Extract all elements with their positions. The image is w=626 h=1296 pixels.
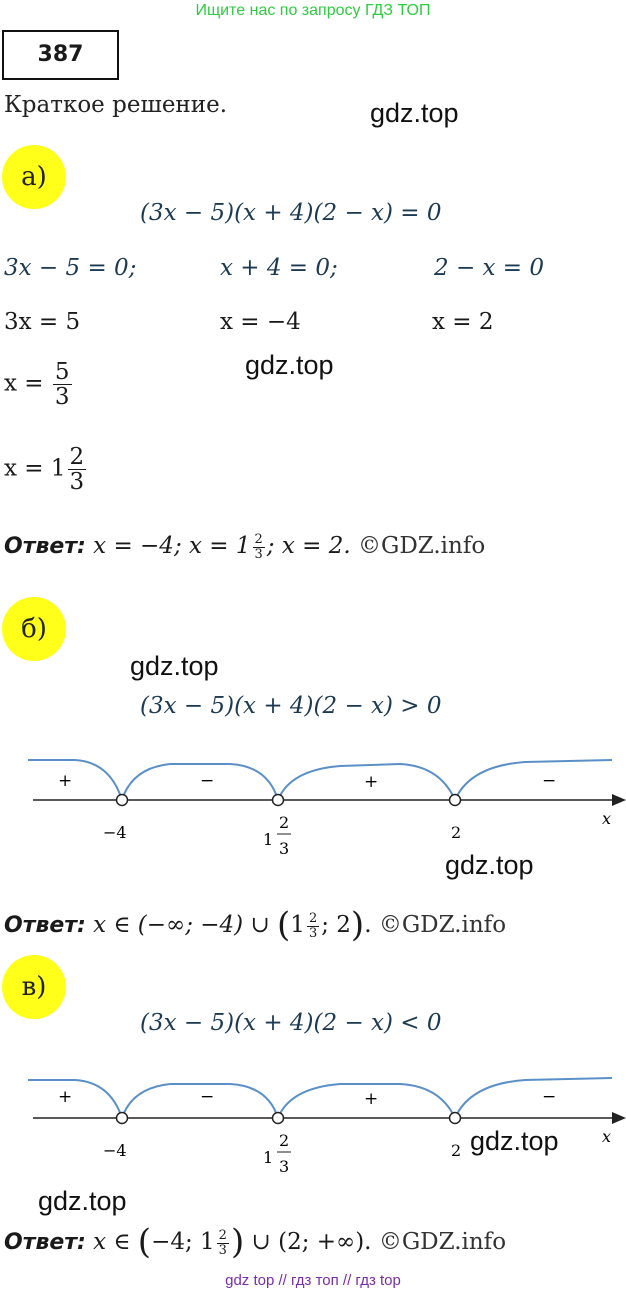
tick-1-num: 2 (279, 1131, 289, 1150)
number-line-b: + − + − −4 2 x 1 2 3 (28, 759, 626, 858)
eq-3x-equals-5: 3x = 5 (4, 309, 81, 335)
axis-arrow (612, 794, 626, 806)
part-c-label: в) (2, 955, 66, 1019)
part-a-label: а) (2, 145, 66, 209)
sign-3: + (364, 772, 378, 792)
part-b-answer: Ответ: x ∈ (−∞; −4) ∪ (1 2 3; 2). ©GDZ.inf… (4, 905, 507, 945)
tick-1-num: 2 (279, 813, 289, 832)
number-line-c: + − + − −4 2 x 1 2 3 (28, 1077, 626, 1176)
sign-2: − (200, 771, 214, 791)
point-1-2-3 (271, 1111, 285, 1125)
point-minus4 (115, 793, 129, 807)
part-c-inequality: (3x − 5)(x + 4)(2 − x) < 0 (140, 1010, 442, 1036)
tick-minus4: −4 (103, 823, 127, 842)
eq-3x-5: 3x − 5 = 0; (4, 255, 137, 281)
sign-1: + (58, 1087, 72, 1107)
tick-1-whole: 1 (263, 830, 273, 849)
tick-1-den: 3 (279, 1157, 289, 1176)
tick-minus4: −4 (103, 1141, 127, 1160)
eq-x-equals-2: x = 2 (432, 309, 494, 335)
problem-number: 387 (2, 30, 119, 80)
part-a-equation: (3x − 5)(x + 4)(2 − x) = 0 (140, 200, 442, 226)
eq-x-equals-minus4: x = −4 (220, 309, 301, 335)
bottom-banner[interactable]: gdz top // гдз топ // гдз top (225, 1272, 401, 1289)
tick-1-den: 3 (279, 839, 289, 858)
point-minus4 (115, 1111, 129, 1125)
axis-arrow (612, 1112, 626, 1124)
watermark: gdz.top (38, 1186, 127, 1216)
tick-1-whole: 1 (263, 1148, 273, 1167)
sign-4: − (542, 1087, 556, 1107)
sign-4: − (542, 771, 556, 791)
watermark: gdz.top (245, 350, 334, 380)
copyright: ©GDZ.info (357, 533, 486, 560)
eq-2-x: 2 − x = 0 (434, 255, 545, 281)
sign-3: + (364, 1089, 378, 1109)
sign-1: + (58, 771, 72, 791)
point-2 (448, 1111, 462, 1125)
sign-curve (28, 759, 613, 804)
axis-x-label: x (602, 809, 611, 828)
subtitle: Краткое решение. (4, 92, 228, 118)
part-a-answer: Ответ: x = −4; x = 1 2 3; x = 2. ©GDZ.info (4, 532, 486, 562)
watermark: gdz.top (445, 850, 534, 880)
watermark: gdz.top (470, 1126, 559, 1156)
sign-curve (28, 1077, 613, 1122)
top-banner: Ищите нас по запросу ГДЗ ТОП (195, 2, 431, 19)
eq-x-4: x + 4 = 0; (220, 255, 338, 281)
watermark: gdz.top (370, 98, 459, 128)
tick-2: 2 (451, 1141, 461, 1160)
part-b-label: б) (2, 597, 66, 661)
point-1-2-3 (271, 793, 285, 807)
part-b-inequality: (3x − 5)(x + 4)(2 − x) > 0 (140, 693, 442, 719)
tick-2: 2 (451, 823, 461, 842)
part-c-answer: Ответ: x ∈ (−4; 1 2 3) ∪ (2; +∞). ©GDZ.inf… (4, 1222, 507, 1262)
sign-2: − (200, 1087, 214, 1107)
copyright: ©GDZ.info (378, 1229, 507, 1255)
axis-x-label: x (602, 1127, 611, 1146)
watermark: gdz.top (130, 651, 219, 681)
copyright: ©GDZ.info (378, 912, 507, 938)
point-2 (448, 793, 462, 807)
